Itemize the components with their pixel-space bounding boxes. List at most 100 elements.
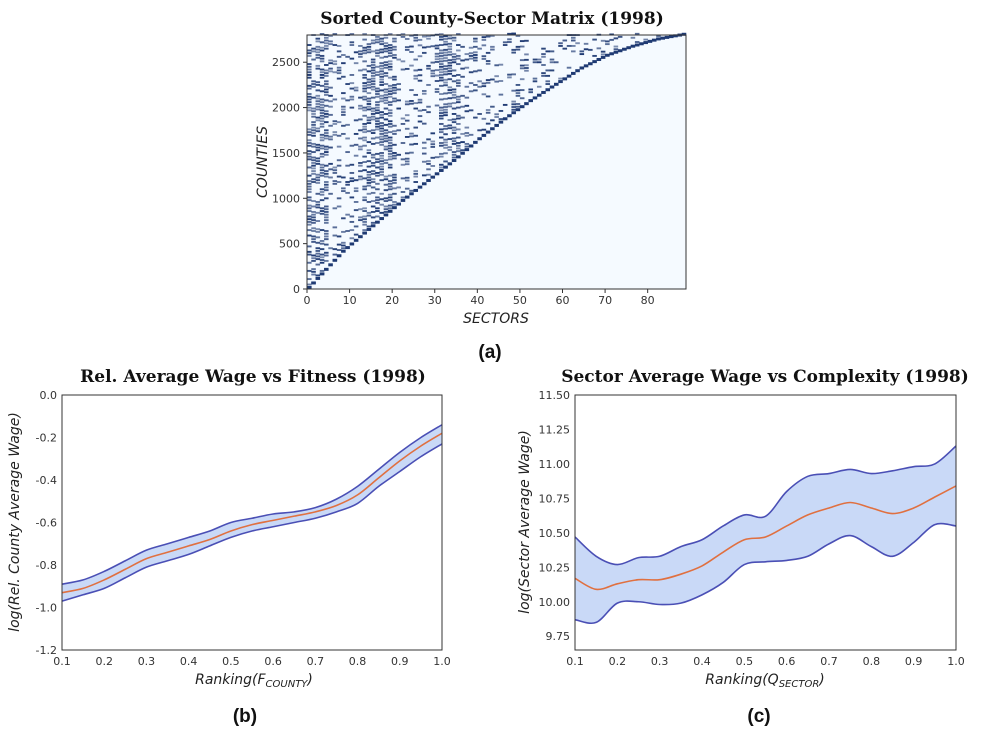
heatmap-cell [366, 122, 372, 124]
heatmap-diagonal-cell [400, 198, 406, 202]
heatmap-cell [511, 100, 516, 103]
heatmap-cell [400, 33, 406, 36]
heatmap-cell [426, 37, 431, 40]
heatmap-cell [345, 55, 350, 58]
heatmap-cell [324, 64, 329, 66]
heatmap-cell [328, 43, 333, 46]
heatmap-cell [311, 151, 316, 154]
heatmap-cell [362, 122, 367, 125]
heatmap-cell [375, 54, 380, 57]
heatmap-cell [421, 46, 427, 49]
chart-a-ylabel: COUNTIES [255, 126, 271, 198]
heatmap-cell [519, 78, 525, 81]
heatmap-cell [515, 45, 521, 48]
heatmap-diagonal-cell [511, 111, 516, 115]
heatmap-cell [490, 48, 495, 51]
heatmap-cell [315, 160, 321, 163]
heatmap-cell [307, 95, 312, 98]
heatmap-cell [349, 144, 355, 147]
heatmap-cell [404, 100, 410, 103]
heatmap-cell [358, 162, 363, 164]
heatmap-cell [383, 93, 389, 96]
heatmap-cell [315, 241, 321, 244]
heatmap-cell [443, 111, 448, 114]
heatmap-cell [417, 44, 423, 47]
heatmap-cell [328, 135, 333, 138]
y-tick-label: 11.25 [539, 423, 571, 436]
heatmap-cell [349, 177, 355, 180]
heatmap-cell [332, 60, 338, 63]
y-tick-label: 1500 [272, 147, 300, 160]
heatmap-diagonal-cell [592, 60, 597, 64]
heatmap-cell [387, 147, 393, 150]
heatmap-cell [375, 125, 380, 128]
heatmap-diagonal-cell [362, 231, 367, 235]
heatmap-cell [319, 210, 325, 212]
heatmap-cell [447, 86, 453, 89]
x-tick-label: 80 [641, 294, 655, 307]
heatmap-cell [387, 101, 393, 104]
heatmap-cell [447, 127, 453, 130]
heatmap-cell [511, 103, 516, 106]
heatmap-cell [443, 144, 448, 147]
heatmap-cell [583, 42, 589, 45]
heatmap-cell [315, 83, 321, 86]
heatmap-cell [307, 71, 312, 74]
heatmap-diagonal-cell [545, 88, 551, 92]
heatmap-cell [379, 62, 384, 65]
heatmap-cell [387, 112, 393, 115]
heatmap-cell [413, 36, 419, 39]
mean-line [61, 432, 443, 594]
chart-c-frame [574, 394, 957, 651]
heatmap-cell [541, 55, 546, 58]
heatmap-cell [447, 105, 453, 108]
heatmap-cell [307, 215, 312, 218]
heatmap-cell [307, 93, 312, 95]
heatmap-cell [392, 45, 397, 48]
heatmap-cell [362, 33, 367, 36]
heatmap-cell [319, 46, 325, 49]
heatmap-cell [558, 44, 563, 47]
y-tick-label: -0.6 [36, 517, 57, 530]
heatmap-cell [481, 85, 487, 88]
heatmap-diagonal-cell [562, 77, 568, 81]
heatmap-cell [392, 176, 397, 179]
heatmap-cell [456, 106, 461, 109]
heatmap-cell [443, 57, 448, 59]
heatmap-cell [413, 126, 419, 129]
heatmap-cell [328, 86, 333, 89]
heatmap-cell [634, 32, 640, 35]
heatmap-cell [311, 210, 316, 213]
heatmap-cell [379, 127, 384, 130]
heatmap-cell [443, 51, 448, 54]
chart-c-xlabel-close: ) [818, 672, 824, 688]
heatmap-cell [324, 134, 329, 137]
heatmap-cell [439, 35, 444, 38]
heatmap-cell [439, 112, 444, 115]
heatmap-cell [383, 107, 389, 110]
heatmap-cell [468, 82, 474, 85]
heatmap-cell [464, 104, 470, 107]
heatmap-cell [353, 86, 359, 89]
heatmap-cell [345, 181, 350, 183]
heatmap-cell [387, 199, 393, 202]
heatmap-diagonal-cell [311, 281, 316, 285]
heatmap-cell [439, 74, 444, 76]
heatmap-cell [328, 124, 333, 127]
heatmap-cell [575, 42, 580, 45]
heatmap-cell [336, 44, 342, 47]
heatmap-cell [498, 93, 504, 96]
heatmap-cell [315, 127, 321, 130]
heatmap-cell [315, 105, 321, 108]
heatmap-cell [383, 200, 389, 203]
chart-b-xlabel: Ranking(FCOUNTY) [195, 672, 313, 690]
heatmap-cell [502, 103, 508, 106]
heatmap-cell [307, 196, 312, 199]
heatmap-cell [379, 160, 384, 163]
heatmap-diagonal-cell [349, 242, 355, 246]
heatmap-cell [549, 50, 555, 53]
heatmap-cell [451, 96, 457, 99]
heatmap-cell [307, 152, 312, 155]
heatmap-cell [336, 134, 342, 137]
y-tick-label: -1.0 [36, 602, 57, 615]
